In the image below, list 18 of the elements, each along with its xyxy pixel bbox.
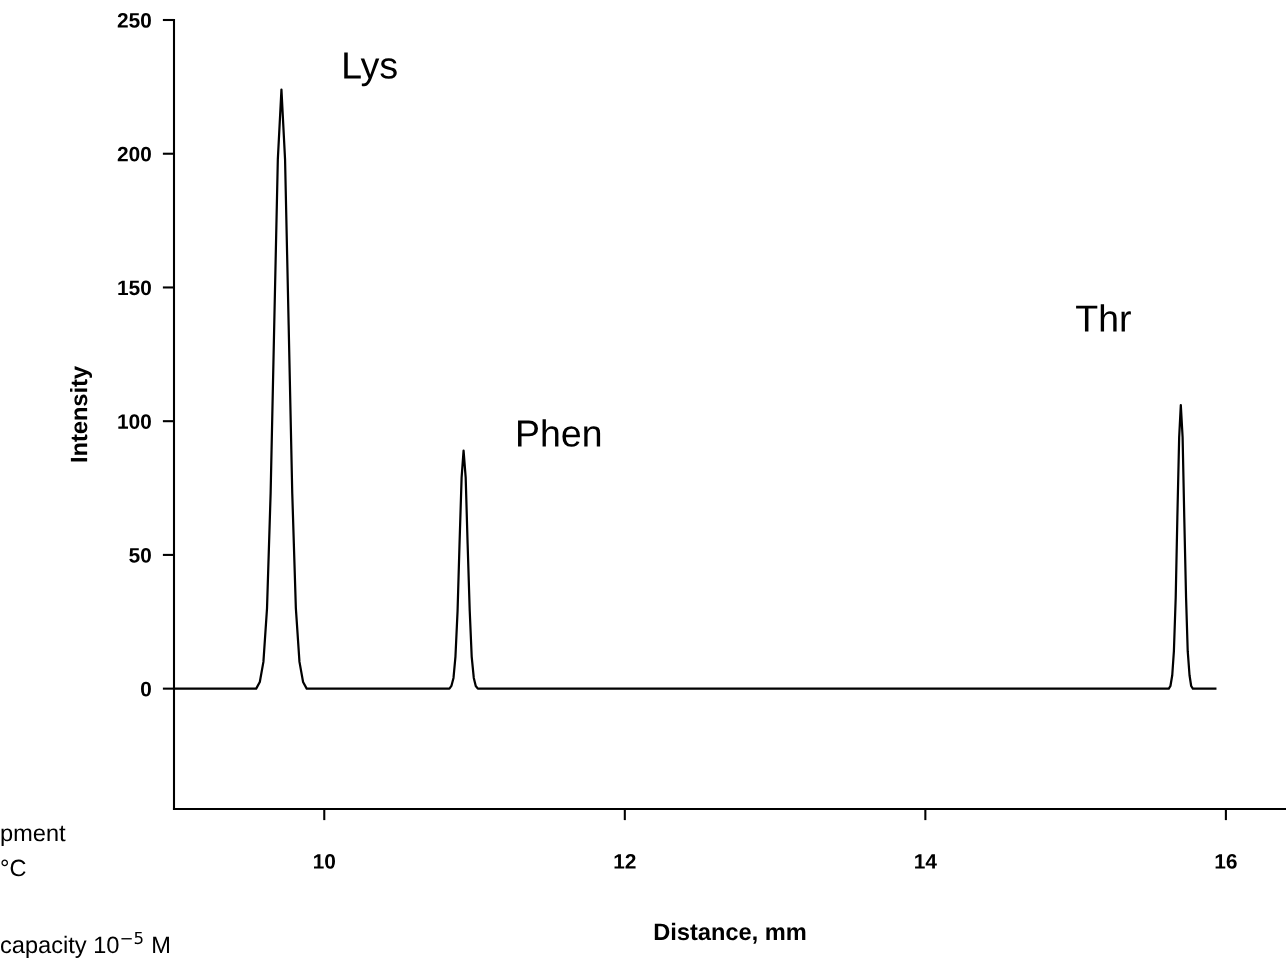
x-tick-label: 10	[314, 853, 335, 869]
y-tick-label: 0	[141, 681, 151, 697]
text: pment	[1, 825, 66, 846]
y-tick-label: 250	[117, 13, 151, 28]
x-axis-title: Distance, mm	[654, 922, 806, 944]
y-tick-label: 150	[118, 280, 151, 296]
x-tick-label: 16	[1215, 853, 1237, 869]
annotation: Lys	[344, 52, 397, 87]
y-tick-label: 200	[117, 146, 151, 162]
annotation: Phen	[518, 419, 601, 447]
y-tick-label: 50	[129, 547, 151, 563]
annotation: Thr	[1076, 304, 1131, 332]
x-tick-label: 12	[614, 853, 636, 869]
y-tick-label: 100	[118, 414, 151, 429]
x-tick-label: 14	[915, 854, 937, 869]
y-axis-title: Intensity	[70, 366, 93, 462]
text: capacity 10$^{−5}$ M	[1, 931, 169, 958]
text: °C	[1, 859, 26, 877]
